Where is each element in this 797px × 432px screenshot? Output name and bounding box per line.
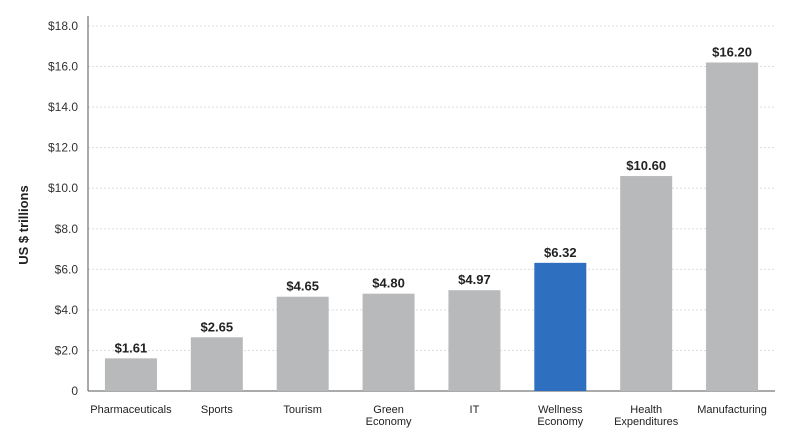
x-tick-label: Economy bbox=[366, 416, 412, 428]
data-label: $10.60 bbox=[626, 158, 666, 173]
x-tick-label: Wellness bbox=[538, 404, 583, 416]
y-tick-label: $2.0 bbox=[55, 343, 79, 357]
bar bbox=[534, 262, 587, 391]
bar bbox=[620, 176, 673, 391]
y-tick-label: $14.0 bbox=[48, 100, 78, 114]
x-tick-label: Green bbox=[373, 404, 404, 416]
y-tick-label: $8.0 bbox=[55, 222, 79, 236]
data-label: $4.97 bbox=[458, 272, 491, 287]
y-tick-label: $16.0 bbox=[48, 60, 78, 74]
x-tick-label: Sports bbox=[201, 404, 233, 416]
y-tick-label: $4.0 bbox=[55, 303, 79, 317]
bar bbox=[276, 296, 329, 391]
bar bbox=[190, 337, 243, 391]
bars bbox=[104, 62, 759, 391]
data-label: $2.65 bbox=[201, 319, 234, 334]
y-tick-label: 0 bbox=[71, 384, 78, 398]
y-tick-label: $18.0 bbox=[48, 19, 78, 33]
bar bbox=[104, 358, 157, 391]
data-label: $4.65 bbox=[286, 279, 319, 294]
y-tick-label: $6.0 bbox=[55, 262, 79, 276]
bar bbox=[362, 293, 415, 391]
x-tick-label: Pharmaceuticals bbox=[90, 404, 172, 416]
y-axis-label: US $ trillions bbox=[16, 185, 31, 264]
data-label: $16.20 bbox=[712, 45, 752, 60]
x-tick-label: IT bbox=[470, 404, 480, 416]
x-tick-label: Manufacturing bbox=[697, 404, 767, 416]
data-label: $6.32 bbox=[544, 245, 577, 260]
bar bbox=[448, 290, 501, 391]
y-tick-label: $12.0 bbox=[48, 141, 78, 155]
data-label: $4.80 bbox=[372, 276, 405, 291]
x-tick-label: Health bbox=[630, 404, 662, 416]
bar bbox=[706, 62, 759, 391]
x-tick-label: Expenditures bbox=[614, 416, 679, 428]
x-tick-label: Tourism bbox=[283, 404, 322, 416]
labels: 0 $2.0 $4.0 $6.0 $8.0 $10.0 $12.0 $14.0 $16.0 $18… bbox=[48, 19, 767, 428]
data-label: $1.61 bbox=[115, 340, 148, 355]
x-tick-label: Economy bbox=[537, 416, 583, 428]
y-tick-label: $10.0 bbox=[48, 181, 78, 195]
